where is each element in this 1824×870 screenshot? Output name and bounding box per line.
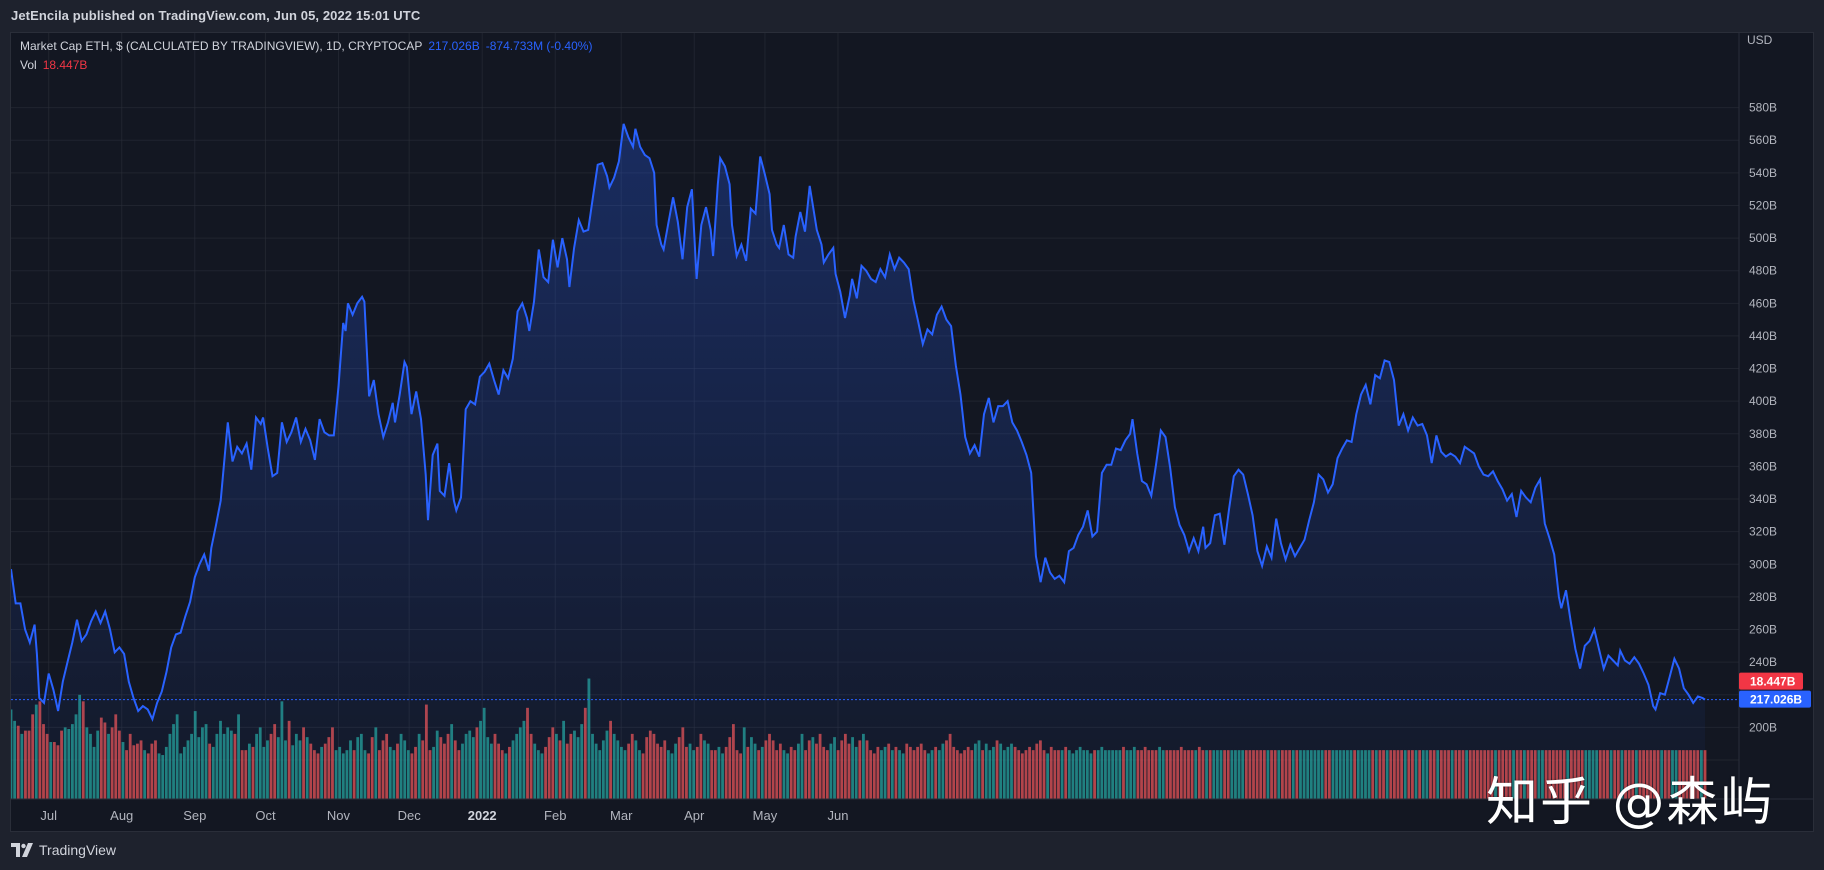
x-tick-label: 2022 xyxy=(468,808,497,823)
y-tick-label: 360B xyxy=(1749,459,1777,473)
y-tick-label: 340B xyxy=(1749,492,1777,506)
y-tick-label: 260B xyxy=(1749,622,1777,636)
x-tick-label: Nov xyxy=(327,808,351,823)
publisher-line: JetEncila published on TradingView.com, … xyxy=(11,8,421,23)
legend-main[interactable]: Market Cap ETH, $ (CALCULATED BY TRADING… xyxy=(20,39,598,53)
y-tick-label: 440B xyxy=(1749,329,1777,343)
legend-last-value: 217.026B xyxy=(428,39,480,53)
price-badge-label: 217.026B xyxy=(1750,693,1802,707)
y-tick-label: 460B xyxy=(1749,296,1777,310)
x-axis-background xyxy=(11,799,1813,831)
x-tick-label: Jul xyxy=(40,808,57,823)
y-tick-label: 420B xyxy=(1749,362,1777,376)
y-axis-unit: USD xyxy=(1747,33,1773,47)
y-tick-label: 480B xyxy=(1749,264,1777,278)
footer-brand[interactable]: TradingView xyxy=(11,842,116,858)
x-tick-label: May xyxy=(753,808,778,823)
price-badges: 18.447B 217.026B xyxy=(1739,672,1811,708)
y-tick-label: 280B xyxy=(1749,590,1777,604)
x-tick-label: Dec xyxy=(398,808,422,823)
legend-title: Market Cap ETH, $ (CALCULATED BY TRADING… xyxy=(20,39,423,53)
x-tick-label: Apr xyxy=(684,808,705,823)
y-tick-label: 500B xyxy=(1749,231,1777,245)
y-axis[interactable]: USD 580B 560B 540B 520B 500B 480B 460B 440B 420B 4… xyxy=(1738,33,1814,832)
y-tick-label: 540B xyxy=(1749,166,1777,180)
x-tick-label: Sep xyxy=(183,808,206,823)
price-chart[interactable]: USD 580B 560B 540B 520B 500B 480B 460B 440B 420B 4… xyxy=(11,33,1814,832)
legend-volume[interactable]: Vol 18.447B xyxy=(20,58,93,72)
x-tick-label: Jun xyxy=(827,808,848,823)
tradingview-logo-icon xyxy=(11,843,33,857)
legend-vol-label: Vol xyxy=(20,58,37,72)
volume-badge-label: 18.447B xyxy=(1750,675,1796,689)
y-tick-label: 300B xyxy=(1749,557,1777,571)
y-tick-label: 560B xyxy=(1749,133,1777,147)
x-tick-label: Oct xyxy=(255,808,276,823)
x-tick-label: Mar xyxy=(610,808,633,823)
volume-badge xyxy=(1739,672,1803,690)
y-tick-label: 240B xyxy=(1749,655,1777,669)
y-tick-label: 200B xyxy=(1749,720,1777,734)
watermark: 知乎 @森屿 xyxy=(1486,773,1775,833)
y-tick-label: 380B xyxy=(1749,427,1777,441)
price-area-fill xyxy=(11,123,1705,799)
legend-vol-value: 18.447B xyxy=(42,58,88,72)
x-tick-label: Aug xyxy=(110,808,133,823)
chart-panel[interactable]: USD 580B 560B 540B 520B 500B 480B 460B 440B 420B 4… xyxy=(10,32,1814,832)
x-tick-label: Feb xyxy=(544,808,566,823)
y-tick-label: 580B xyxy=(1749,101,1777,115)
y-tick-label: 320B xyxy=(1749,525,1777,539)
legend-change: -874.733M (-0.40%) xyxy=(485,39,593,53)
footer-brand-label: TradingView xyxy=(39,842,117,858)
x-axis[interactable]: Jul Aug Sep Oct Nov Dec 2022 Feb Mar Apr May Jun xyxy=(11,798,1814,832)
price-badge xyxy=(1739,690,1811,708)
y-tick-label: 520B xyxy=(1749,198,1777,212)
price-line[interactable] xyxy=(11,123,1706,722)
y-tick-label: 400B xyxy=(1749,394,1777,408)
